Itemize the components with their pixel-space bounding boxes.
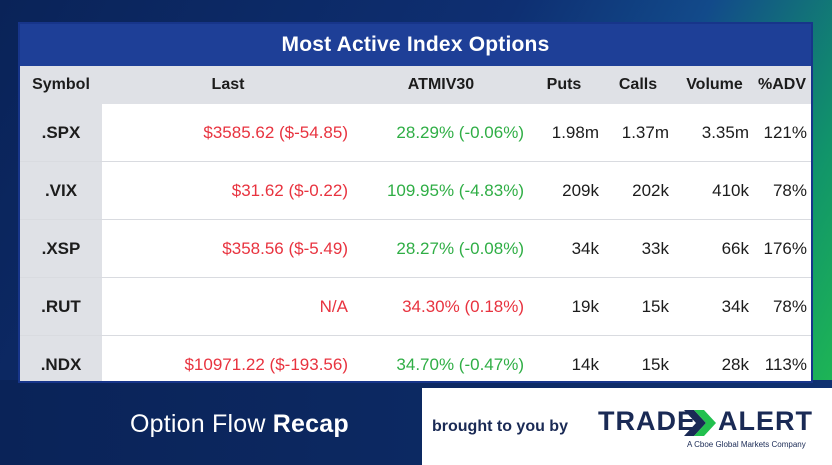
cell-adv: 113%: [764, 354, 807, 374]
table-row: .RUT N/A 34.30% (0.18%) 19k 15k 34k 78%: [20, 277, 811, 335]
cell-symbol: .NDX: [20, 336, 102, 381]
cell-atmiv30: 34.30% (0.18%): [402, 296, 524, 316]
cell-last: N/A: [319, 296, 348, 316]
brand-bold-text: Recap: [272, 410, 349, 438]
cell-adv: 78%: [772, 296, 807, 316]
cell-puts: 209k: [562, 180, 599, 200]
cell-puts: 14k: [571, 354, 599, 374]
cell-symbol: .SPX: [20, 104, 102, 161]
header-puts: Puts: [546, 76, 582, 93]
cell-atmiv30: 28.27% (-0.08%): [396, 238, 524, 258]
cell-atmiv30: 28.29% (-0.06%): [396, 122, 524, 142]
cell-symbol: .XSP: [20, 220, 102, 277]
trade-alert-logo: TRADE ALERT A Cboe Global Markets Compan…: [598, 406, 828, 456]
cell-volume: 3.35m: [701, 122, 749, 142]
cell-atmiv30: 34.70% (-0.47%): [396, 354, 524, 374]
cell-calls: 15k: [641, 296, 669, 316]
options-table-card: Most Active Index Options Symbol Last AT…: [18, 22, 813, 383]
table-header: Symbol Last ATMIV30 Puts Calls Volume %A…: [20, 66, 811, 104]
table-title: Most Active Index Options: [20, 24, 811, 66]
table-row: .SPX $3585.62 ($-54.85) 28.29% (-0.06%) …: [20, 104, 811, 161]
cell-volume: 66k: [721, 238, 749, 258]
cell-calls: 1.37m: [621, 122, 669, 142]
cell-puts: 1.98m: [551, 122, 599, 142]
logo-trade-text: TRADE: [598, 406, 696, 436]
header-adv: %ADV: [757, 76, 806, 93]
table-body: .SPX $3585.62 ($-54.85) 28.29% (-0.06%) …: [20, 104, 811, 381]
cell-symbol: .RUT: [20, 278, 102, 335]
cell-puts: 19k: [571, 296, 599, 316]
header-atmiv30: ATMIV30: [407, 76, 475, 93]
cell-last: $3585.62 ($-54.85): [203, 122, 348, 142]
sponsor-panel: brought to you by TRADE ALERT A Cboe Glo…: [422, 388, 832, 465]
cell-adv: 176%: [763, 238, 807, 258]
logo-alert-text: ALERT: [718, 406, 813, 436]
brand-light-text: Option Flow: [130, 410, 266, 438]
cell-puts: 34k: [571, 238, 599, 258]
option-flow-recap-brand: Option Flow Recap: [130, 410, 349, 439]
header-last: Last: [211, 76, 245, 93]
table-row: .VIX $31.62 ($-0.22) 109.95% (-4.83%) 20…: [20, 161, 811, 219]
cell-last: $10971.22 ($-193.56): [184, 354, 348, 374]
cell-calls: 15k: [641, 354, 669, 374]
cell-atmiv30: 109.95% (-4.83%): [386, 180, 524, 200]
cell-adv: 78%: [772, 180, 807, 200]
header-volume: Volume: [686, 76, 743, 93]
cell-adv: 121%: [763, 122, 807, 142]
table-row: .XSP $358.56 ($-5.49) 28.27% (-0.08%) 34…: [20, 219, 811, 277]
cell-calls: 33k: [641, 238, 669, 258]
cell-volume: 34k: [721, 296, 749, 316]
cell-last: $358.56 ($-5.49): [222, 238, 348, 258]
logo-tagline: A Cboe Global Markets Company: [687, 440, 806, 449]
cell-last: $31.62 ($-0.22): [231, 180, 348, 200]
cell-symbol: .VIX: [20, 162, 102, 219]
header-symbol: Symbol: [32, 76, 90, 93]
chevron-arrow-icon: [684, 410, 716, 436]
header-calls: Calls: [618, 76, 658, 93]
cell-volume: 28k: [721, 354, 749, 374]
cell-volume: 410k: [712, 180, 749, 200]
cell-calls: 202k: [632, 180, 669, 200]
brought-to-you-by: brought to you by: [432, 418, 568, 435]
table-row: .NDX $10971.22 ($-193.56) 34.70% (-0.47%…: [20, 335, 811, 381]
